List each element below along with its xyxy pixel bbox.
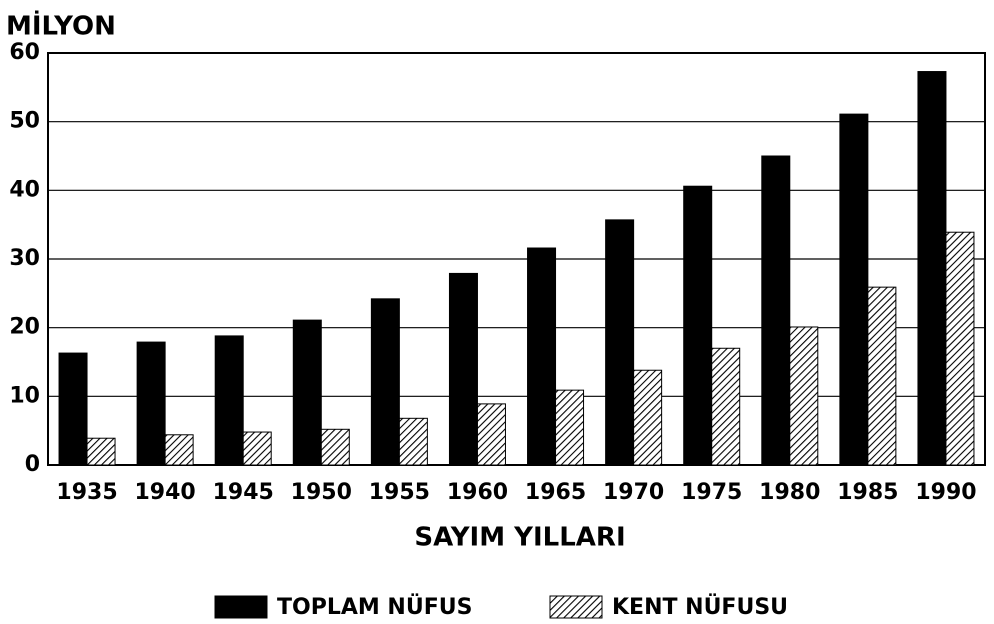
y-tick-label: 20 [9, 315, 40, 340]
x-tick-label: 1960 [447, 480, 508, 505]
bar [633, 369, 663, 466]
x-tick-label: 1950 [291, 480, 352, 505]
bar [789, 326, 819, 466]
bar [214, 335, 244, 466]
bar [320, 428, 350, 466]
y-tick-label: 30 [9, 246, 40, 271]
bar [164, 434, 194, 466]
bar [527, 247, 557, 466]
legend-swatch [549, 595, 603, 619]
x-tick-label: 1985 [837, 480, 898, 505]
bar [292, 319, 322, 466]
bar [867, 286, 897, 466]
bar [136, 341, 166, 466]
plot-frame [47, 52, 986, 466]
bar [370, 298, 400, 466]
legend-swatch [214, 595, 268, 619]
bar [398, 417, 428, 466]
x-tick-label: 1980 [759, 480, 820, 505]
y-tick-label: 50 [9, 109, 40, 134]
bar [683, 185, 713, 466]
x-tick-label: 1945 [213, 480, 274, 505]
x-tick-label: 1990 [915, 480, 976, 505]
x-tick-label: 1955 [369, 480, 430, 505]
bar [945, 231, 975, 466]
x-tick-label: 1970 [603, 480, 664, 505]
y-tick-label: 10 [9, 383, 40, 408]
chart-title: MİLYON [6, 10, 116, 42]
bar [605, 219, 635, 466]
bar [711, 347, 741, 466]
x-tick-label: 1975 [681, 480, 742, 505]
bar [58, 352, 88, 466]
y-tick-label: 60 [9, 40, 40, 65]
bar [555, 389, 585, 466]
y-tick-label: 0 [25, 452, 40, 477]
y-tick-label: 40 [9, 177, 40, 202]
legend-label: TOPLAM NÜFUS [277, 594, 472, 620]
bar [917, 71, 947, 466]
bar [839, 113, 869, 466]
bar [448, 272, 478, 466]
x-tick-label: 1935 [56, 480, 117, 505]
x-tick-label: 1965 [525, 480, 586, 505]
bar [761, 155, 791, 466]
bar [86, 437, 116, 466]
x-axis-title: SAYIM YILLARI [414, 523, 625, 553]
x-tick-label: 1940 [135, 480, 196, 505]
legend-label: KENT NÜFUSU [612, 594, 788, 620]
bar [476, 403, 506, 466]
bar [242, 431, 272, 466]
